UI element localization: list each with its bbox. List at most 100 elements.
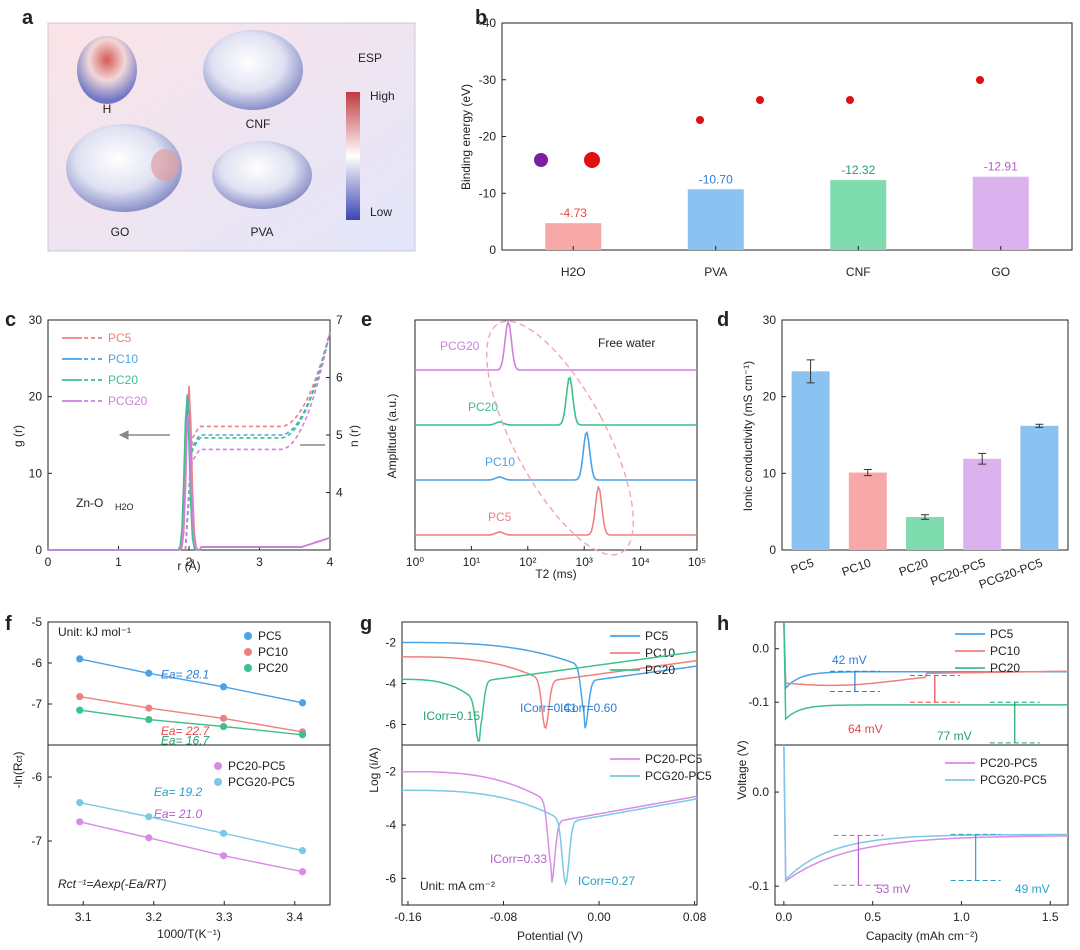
y-tick-label: 0.0 xyxy=(752,785,769,799)
y-tick-label: -30 xyxy=(479,73,497,87)
panel-label-d: d xyxy=(717,309,729,331)
legend-label: PC20 xyxy=(108,373,138,387)
voltage-curve-pcg20-pc5 xyxy=(783,744,1068,882)
cn-curve-pcg20 xyxy=(184,331,331,551)
molecule-atom-icon xyxy=(976,76,984,84)
x-axis-label: Capacity (mAh cm⁻²) xyxy=(866,929,978,943)
legend-label: PCG20-PC5 xyxy=(645,769,712,783)
overpotential-label: 53 mV xyxy=(876,882,911,896)
data-point xyxy=(76,655,84,663)
free-water-highlight xyxy=(485,320,635,556)
legend-marker xyxy=(214,778,222,786)
y-tick-label: -7 xyxy=(31,834,42,848)
plot-frame xyxy=(47,744,331,906)
data-point xyxy=(298,868,307,876)
bar-go xyxy=(972,176,1029,250)
data-point xyxy=(145,834,153,842)
legend-label: PC5 xyxy=(108,331,132,345)
y2-axis-label: n (r) xyxy=(347,425,361,447)
x-tick-label: PVA xyxy=(704,265,727,279)
data-point xyxy=(219,683,228,691)
tafel-curve-pcg20-pc5 xyxy=(402,789,698,887)
activation-energy-label: Ea= 21.0 xyxy=(154,807,203,821)
t2-curve-pc5 xyxy=(415,484,697,536)
y-tick-label: 30 xyxy=(29,313,43,327)
y2-tick-label: 4 xyxy=(336,486,343,500)
x-tick-label: PC5 xyxy=(789,556,816,577)
panel-label-h: h xyxy=(717,613,729,635)
x-tick-label: GO xyxy=(991,265,1010,279)
legend-label: PC10 xyxy=(990,644,1020,658)
y-axis-label: Voltage (V) xyxy=(735,740,749,799)
legend-label: PC20 xyxy=(258,661,288,675)
go-label: GO xyxy=(111,225,130,239)
data-point xyxy=(76,818,84,826)
tafel-curve-pc20 xyxy=(402,650,698,742)
y-tick-label: 20 xyxy=(29,390,43,404)
y2-tick-label: 5 xyxy=(336,428,343,442)
legend-label: PC20 xyxy=(645,663,675,677)
x-tick-label: 3.1 xyxy=(75,910,92,924)
fit-line-pc10 xyxy=(79,695,303,733)
cnf-esp-surface xyxy=(203,30,303,110)
icorr-label: ICorr=0.15 xyxy=(423,709,480,723)
free-water-label: Free water xyxy=(598,336,655,350)
bar-value-label: -12.32 xyxy=(841,163,875,177)
data-point xyxy=(145,669,153,677)
legend-label: PC20-PC5 xyxy=(645,752,703,766)
tafel-curve-pc5 xyxy=(402,641,698,729)
plot-frame xyxy=(414,319,698,551)
panel-label-g: g xyxy=(360,613,372,635)
series-label: PC10 xyxy=(485,455,515,469)
legend-label: PC20-PC5 xyxy=(228,759,286,773)
fit-line-pc20-pc5 xyxy=(79,821,303,873)
y-tick-label: 30 xyxy=(763,313,777,327)
data-point xyxy=(145,715,153,724)
y-tick-label: 20 xyxy=(763,390,777,404)
activation-energy-label: Ea= 16.7 xyxy=(161,734,211,748)
t2-curve-pc10 xyxy=(415,430,697,481)
overpotential-label: 77 mV xyxy=(937,729,972,743)
cn-curve-pc5 xyxy=(184,331,331,551)
plot-frame xyxy=(774,744,1069,906)
bar-pc20 xyxy=(906,517,944,550)
y-tick-label: -20 xyxy=(479,130,497,144)
voltage-curve-pc20 xyxy=(783,621,1068,721)
data-point xyxy=(219,852,228,860)
panel-h: 0.0 -0.1 PC5 PC10 PC20 42 mV 64 mV 77 mV 0.0 -0.1… xyxy=(735,621,1069,943)
icorr-label: ICorr=0.41 xyxy=(520,701,577,715)
data-point xyxy=(298,731,307,739)
data-point xyxy=(145,813,153,821)
bar-pc10 xyxy=(848,472,887,550)
x-tick-label: 0.0 xyxy=(776,910,793,924)
data-point xyxy=(298,847,307,855)
y-tick-label: -10 xyxy=(479,186,497,200)
panel-label-b: b xyxy=(475,7,487,29)
activation-energy-label: Ea= 19.2 xyxy=(154,785,203,799)
bar-pc20-pc5 xyxy=(963,458,1002,550)
x-tick-label: 1 xyxy=(115,555,122,569)
x-axis-label: Potential (V) xyxy=(517,929,583,943)
legend-label: PCG20 xyxy=(108,394,148,408)
panel-label-e: e xyxy=(361,309,372,331)
x-tick-label: -0.08 xyxy=(490,910,518,924)
x-tick-label: 10⁵ xyxy=(688,555,706,569)
unit-label: Unit: kJ mol⁻¹ xyxy=(58,625,131,639)
unit-label: Unit: mA cm⁻² xyxy=(420,879,495,893)
fit-line-pc5 xyxy=(79,658,303,704)
zn-o-annotation-sub: H2O xyxy=(115,502,134,512)
legend-label: PC5 xyxy=(645,629,669,643)
panel-label-c: c xyxy=(5,309,16,331)
voltage-curve-pc5 xyxy=(783,621,1068,691)
y-tick-label: 10 xyxy=(29,466,43,480)
y-tick-label: -6 xyxy=(31,770,42,784)
zn-o-annotation: Zn-O xyxy=(76,496,103,510)
data-point xyxy=(76,706,84,714)
legend-marker xyxy=(214,762,222,770)
zn-ion-icon xyxy=(534,153,548,167)
icorr-label: ICorr=0.27 xyxy=(578,874,635,888)
bar-h2o xyxy=(545,223,602,250)
x-axis-label: r (Å) xyxy=(177,558,200,573)
